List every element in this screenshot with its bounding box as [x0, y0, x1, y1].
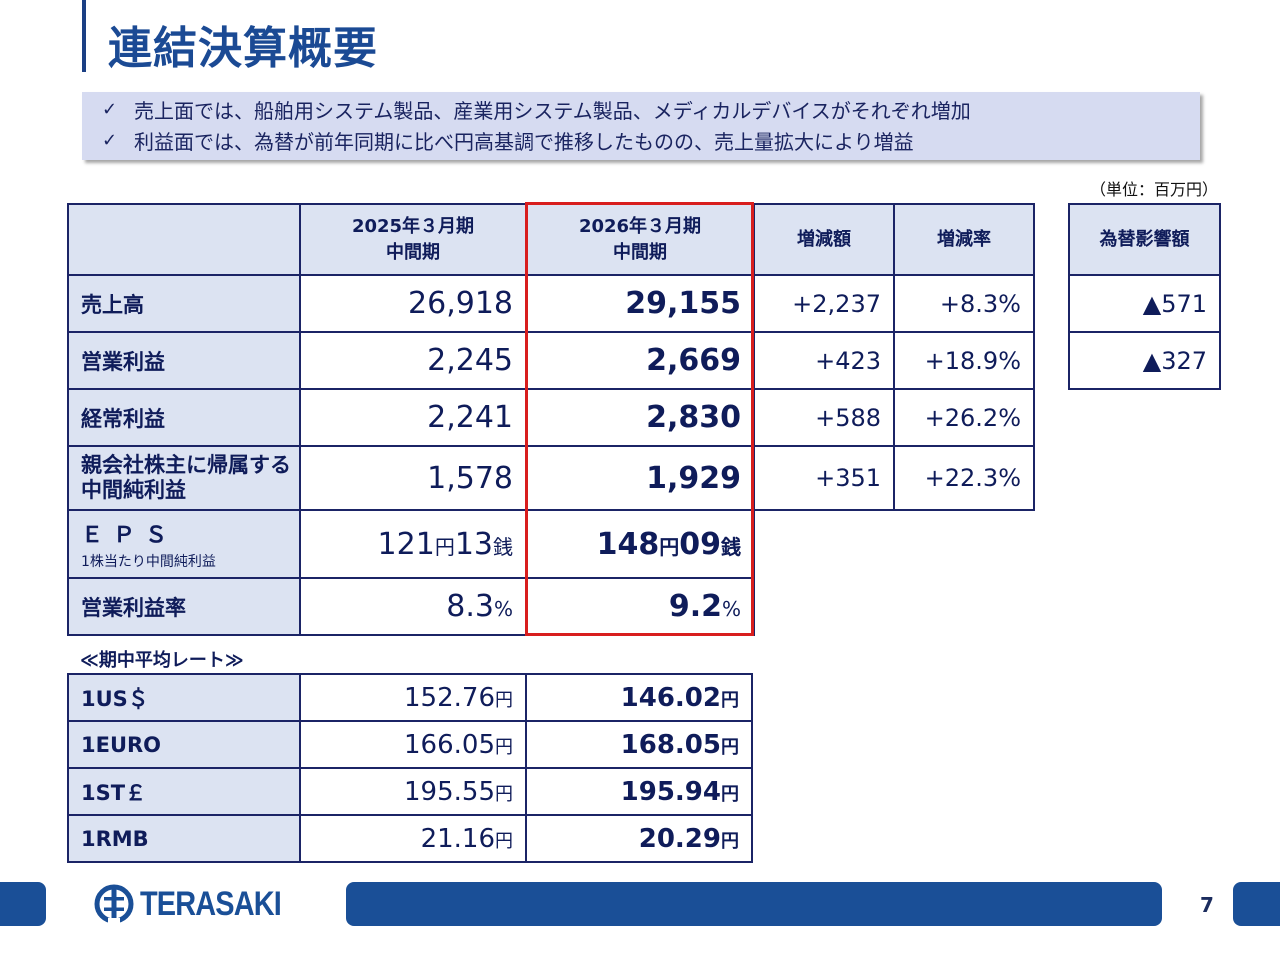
currency-label: 1US＄	[67, 673, 301, 722]
prev-value: 2,241	[299, 388, 527, 447]
empty-cell	[754, 578, 894, 635]
fx-impact-table: 為替影響額 ▲571 ▲327	[1068, 203, 1221, 390]
change-rate: +8.3%	[893, 274, 1035, 333]
footer-bar-left	[0, 882, 46, 926]
title-accent-bar	[82, 0, 86, 72]
row-label: 売上高	[67, 274, 301, 333]
eps-curr-value: 148円09銭	[525, 509, 755, 579]
company-logo: TERASAKI	[94, 883, 306, 925]
table-row: 1RMB 21.16円 20.29円	[67, 814, 753, 863]
rate-curr: 195.94円	[525, 767, 753, 816]
curr-value: 29,155	[525, 274, 755, 333]
curr-value: 2,669	[525, 331, 755, 390]
row-label: 経常利益	[67, 388, 301, 447]
header-change-rate: 増減率	[893, 203, 1035, 276]
table-row: 経常利益 2,241 2,830 +588 +26.2%	[67, 388, 1035, 447]
summary-item: ✓ 利益面では、為替が前年同期に比べ円高基調で推移したものの、売上量拡大により増…	[102, 125, 1200, 156]
rate-prev: 166.05円	[299, 720, 527, 769]
check-icon: ✓	[102, 130, 118, 151]
terasaki-logo-icon	[94, 884, 134, 924]
consolidated-results-table: 2025年３月期 中間期 2026年３月期 中間期 増減額 増減率 売上高 26…	[67, 203, 1035, 636]
change-rate: +26.2%	[893, 388, 1035, 447]
table-header-row: 為替影響額	[1068, 203, 1221, 276]
summary-text: 利益面では、為替が前年同期に比べ円高基調で推移したものの、売上量拡大により増益	[134, 130, 914, 154]
header-change-amount: 増減額	[753, 203, 895, 276]
rate-curr: 20.29円	[525, 814, 753, 863]
curr-value: 2,830	[525, 388, 755, 447]
footer-bar-right	[1233, 882, 1280, 926]
row-label: 営業利益	[67, 331, 301, 390]
margin-curr-value: 9.2%	[525, 577, 755, 636]
table-header-row: 2025年３月期 中間期 2026年３月期 中間期 増減額 増減率	[67, 203, 1035, 276]
row-label: 営業利益率	[67, 577, 301, 636]
fx-impact-value: ▲327	[1068, 331, 1221, 390]
currency-label: 1RMB	[67, 814, 301, 863]
rate-prev: 152.76円	[299, 673, 527, 722]
summary-item: ✓ 売上面では、船舶用システム製品、産業用システム製品、メディカルデバイスがそれ…	[102, 94, 1200, 125]
empty-cell	[894, 510, 1034, 578]
change-rate: +22.3%	[893, 445, 1035, 511]
change-amount: +351	[753, 445, 895, 511]
header-blank	[67, 203, 301, 276]
prev-value: 26,918	[299, 274, 527, 333]
table-row: 営業利益 2,245 2,669 +423 +18.9%	[67, 331, 1035, 390]
rate-curr: 168.05円	[525, 720, 753, 769]
change-amount: +2,237	[753, 274, 895, 333]
page-title: 連結決算概要	[108, 23, 378, 74]
summary-box: ✓ 売上面では、船舶用システム製品、産業用システム製品、メディカルデバイスがそれ…	[82, 92, 1200, 160]
table-row: ▲571	[1068, 274, 1221, 333]
prev-value: 1,578	[299, 445, 527, 511]
rate-prev: 195.55円	[299, 767, 527, 816]
table-row: 1US＄ 152.76円 146.02円	[67, 673, 753, 722]
rate-prev: 21.16円	[299, 814, 527, 863]
summary-text: 売上面では、船舶用システム製品、産業用システム製品、メディカルデバイスがそれぞれ…	[134, 99, 971, 123]
margin-prev-value: 8.3%	[299, 577, 527, 636]
empty-cell	[754, 510, 894, 578]
check-icon: ✓	[102, 99, 118, 120]
table-row: 親会社株主に帰属する 中間純利益 1,578 1,929 +351 +22.3%	[67, 445, 1035, 511]
prev-value: 2,245	[299, 331, 527, 390]
header-prev-period: 2025年３月期 中間期	[299, 203, 527, 276]
currency-label: 1ST￡	[67, 767, 301, 816]
change-amount: +423	[753, 331, 895, 390]
eps-prev-value: 121円13銭	[299, 509, 527, 579]
change-amount: +588	[753, 388, 895, 447]
empty-cell	[894, 578, 1034, 635]
change-rate: +18.9%	[893, 331, 1035, 390]
fx-impact-value: ▲571	[1068, 274, 1221, 333]
header-curr-period: 2026年３月期 中間期	[525, 203, 755, 276]
unit-note: （単位：百万円）	[1090, 180, 1219, 199]
curr-value: 1,929	[525, 445, 755, 511]
row-label-eps: ＥＰＳ 1株当たり中間純利益	[67, 509, 301, 579]
table-row: 1ST￡ 195.55円 195.94円	[67, 767, 753, 816]
currency-label: 1EURO	[67, 720, 301, 769]
footer-bar-center	[346, 882, 1162, 926]
table-row-eps: ＥＰＳ 1株当たり中間純利益 121円13銭 148円09銭	[67, 509, 1034, 579]
table-row: 売上高 26,918 29,155 +2,237 +8.3%	[67, 274, 1035, 333]
rate-curr: 146.02円	[525, 673, 753, 722]
table-row-margin: 営業利益率 8.3% 9.2%	[67, 577, 1034, 636]
average-exchange-rate-table: 1US＄ 152.76円 146.02円 1EURO 166.05円 168.0…	[67, 673, 753, 863]
page-number: 7	[1200, 893, 1214, 917]
table-row: ▲327	[1068, 331, 1221, 390]
table-row: 1EURO 166.05円 168.05円	[67, 720, 753, 769]
row-label: 親会社株主に帰属する 中間純利益	[67, 445, 301, 511]
header-fx-impact: 為替影響額	[1068, 203, 1221, 276]
average-rate-caption: ≪期中平均レート≫	[80, 650, 244, 671]
logo-text: TERASAKI	[140, 884, 282, 923]
